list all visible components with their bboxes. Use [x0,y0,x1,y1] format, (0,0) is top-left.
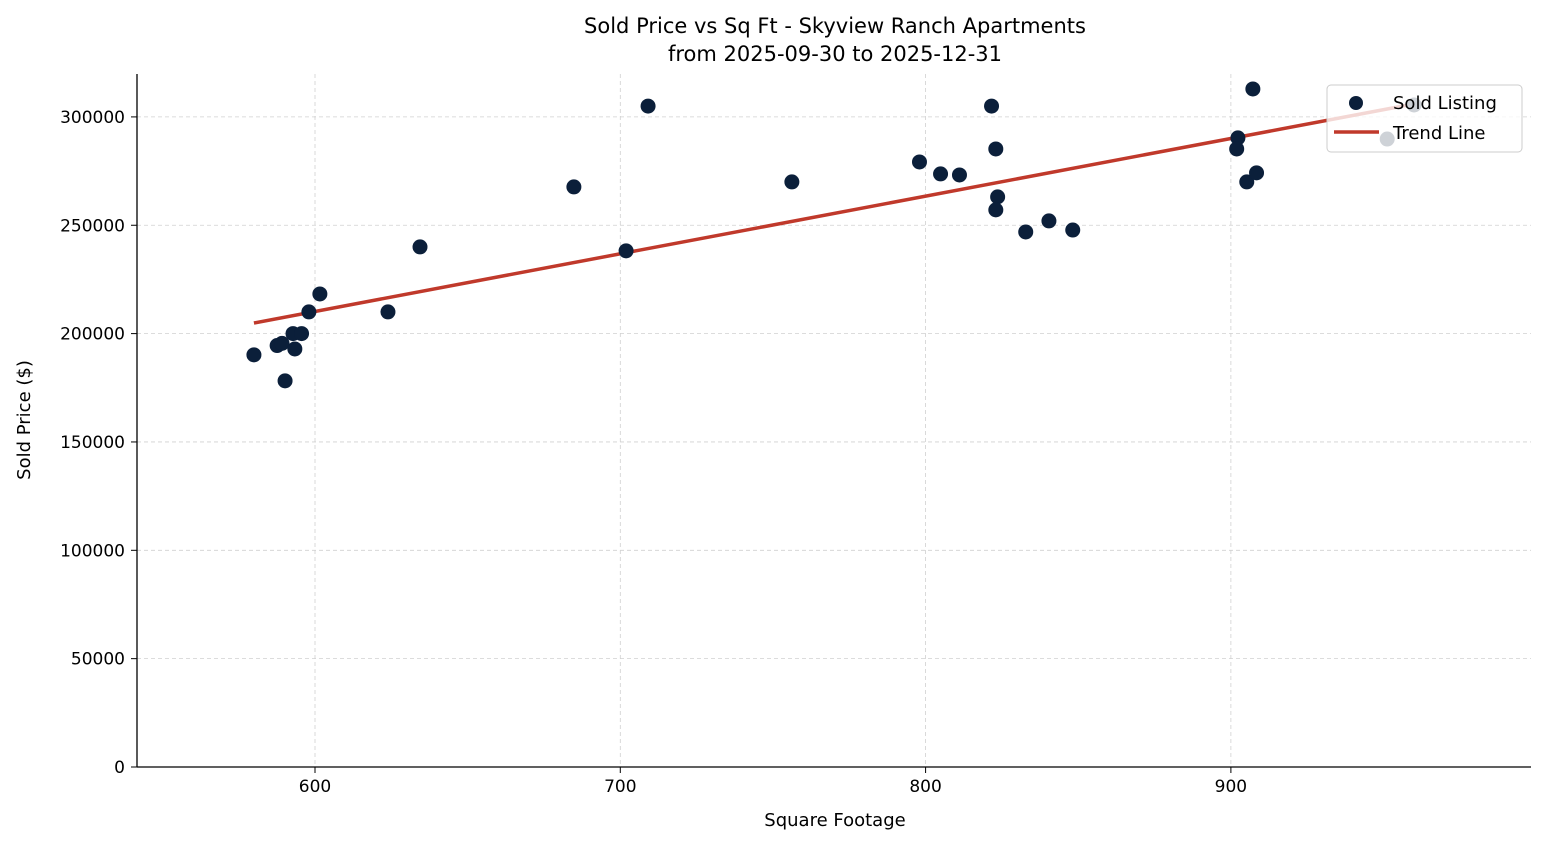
data-point [412,239,428,255]
trend-line-group [253,102,1415,325]
chart-title: Sold Price vs Sq Ft - Skyview Ranch Apar… [584,14,1086,38]
axes [136,74,1531,768]
ticks: 600 700 800 900 0 50000 100000 150000 200000 2500… [60,108,1247,797]
data-point [246,347,262,363]
data-point [287,341,303,357]
data-point [294,326,310,342]
data-point [274,335,290,351]
data-point [984,98,1000,114]
y-tick-label: 250000 [60,216,125,236]
data-point [1230,130,1246,146]
data-point [312,286,328,302]
chart-subtitle: from 2025-09-30 to 2025-12-31 [668,42,1002,66]
data-point [1065,222,1081,238]
data-point [951,167,967,183]
y-tick-label: 100000 [60,541,125,561]
data-point [988,202,1004,218]
data-point [1245,81,1261,97]
scatter-points [246,81,1422,389]
data-point [380,304,396,320]
y-tick-label: 0 [114,758,125,778]
y-tick-label: 300000 [60,108,125,128]
data-point [1041,213,1057,229]
y-tick-label: 50000 [71,650,125,670]
x-tick-label: 900 [1215,777,1247,797]
data-point [1249,165,1265,181]
legend-label-sold-listing: Sold Listing [1393,93,1497,114]
data-point [301,304,317,320]
x-tick-label: 700 [604,777,636,797]
y-tick-label: 150000 [60,433,125,453]
data-point [1229,141,1245,157]
x-tick-label: 600 [299,777,331,797]
data-point [618,243,634,259]
x-axis-label: Square Footage [764,810,905,831]
data-point [566,179,582,195]
y-axis-label: Sold Price ($) [14,360,35,480]
data-point [277,373,293,389]
grid [137,74,1531,767]
legend-label-trend-line: Trend Line [1392,123,1486,144]
data-point [911,154,927,170]
y-tick-label: 200000 [60,325,125,345]
data-point [990,189,1006,205]
legend-box [1326,84,1523,153]
data-point [640,98,656,114]
legend: Sold Listing Trend Line [1326,84,1523,153]
data-point [1239,174,1255,190]
data-point [933,166,949,182]
x-tick-label: 800 [909,777,941,797]
data-point [1018,224,1034,240]
legend-marker-sold-listing [1349,96,1363,110]
data-point [784,174,800,190]
data-point [988,141,1004,157]
trend-line [253,102,1415,325]
